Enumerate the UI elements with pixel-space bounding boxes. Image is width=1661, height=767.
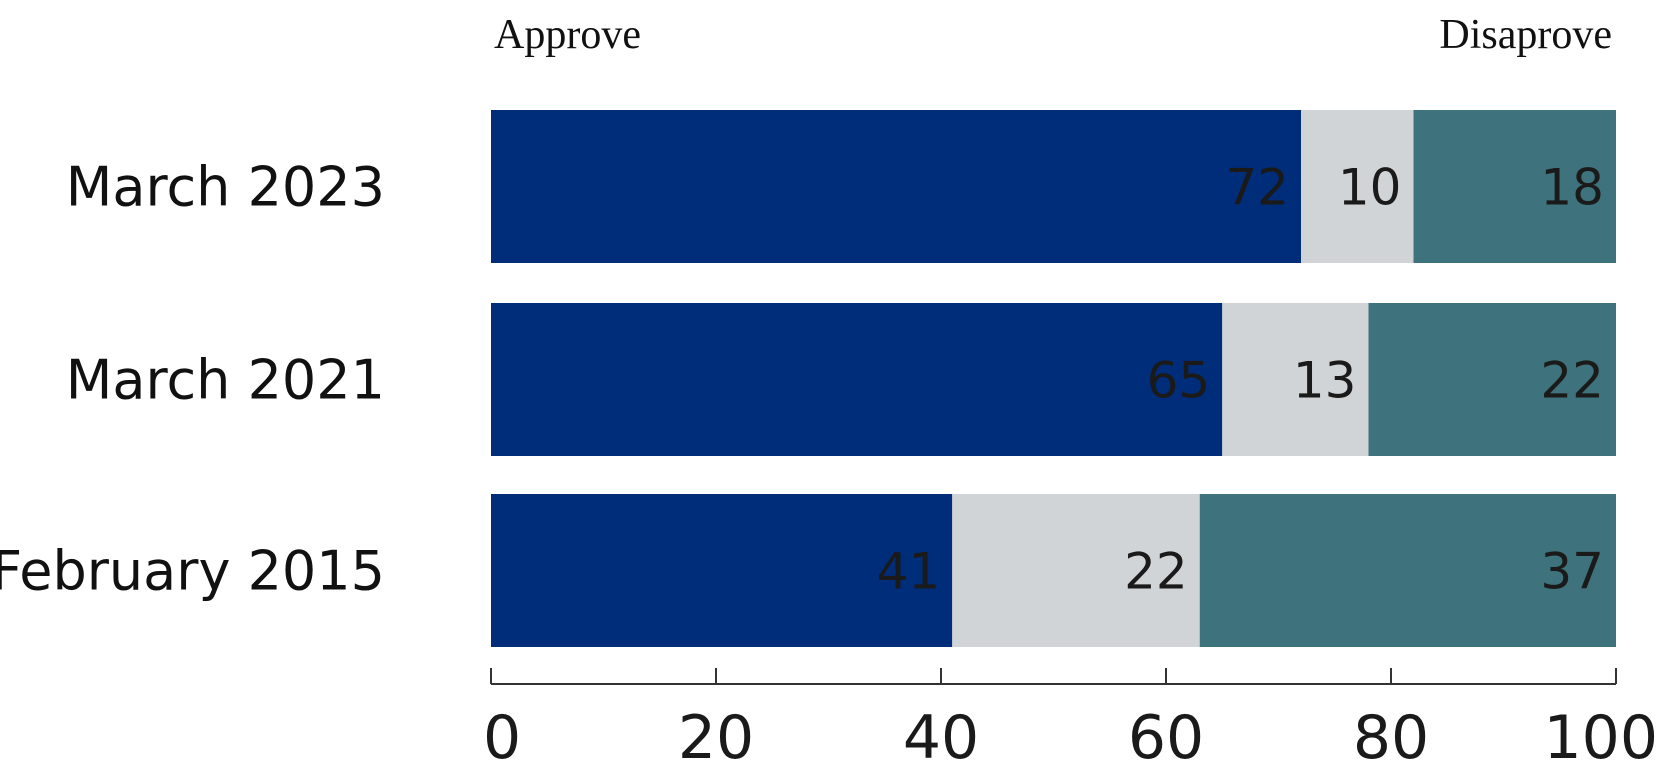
data-label-march-2023-2: 10 bbox=[1338, 159, 1402, 217]
x-tick-label-0: 0 bbox=[483, 703, 521, 767]
x-tick-label-20: 20 bbox=[678, 703, 754, 767]
bar-segment-march-2021-1 bbox=[491, 303, 1223, 456]
header-approve-label: Approve bbox=[494, 12, 641, 58]
bar-segment-february-2015-3 bbox=[1199, 494, 1616, 647]
x-tick-label-40: 40 bbox=[903, 703, 979, 767]
header-disapprove-label: Disaprove bbox=[1439, 12, 1612, 58]
bar-segment-march-2023-2 bbox=[1301, 110, 1414, 263]
data-label-march-2021-2: 13 bbox=[1293, 352, 1357, 410]
data-label-march-2021-1: 65 bbox=[1147, 352, 1211, 410]
data-label-march-2023-1: 72 bbox=[1225, 159, 1289, 217]
bar-segment-march-2023-1 bbox=[491, 110, 1301, 263]
x-tick-label-60: 60 bbox=[1128, 703, 1204, 767]
category-label-march-2023: March 2023 bbox=[66, 156, 385, 219]
bar-segment-february-2015-2 bbox=[952, 494, 1200, 647]
plot-area: March 2023 72 10 18 March 2021 65 13 22 February… bbox=[0, 110, 1616, 647]
data-label-february-2015-2: 22 bbox=[1124, 543, 1188, 601]
bar-segment-february-2015-1 bbox=[491, 494, 953, 647]
x-tick-label-100: 100 bbox=[1543, 703, 1658, 767]
bar-segment-march-2023-3 bbox=[1413, 110, 1616, 263]
bar-segment-march-2021-3 bbox=[1368, 303, 1616, 456]
x-axis: 0 20 40 60 80 100 bbox=[483, 668, 1658, 767]
data-label-march-2021-3: 22 bbox=[1540, 352, 1604, 410]
category-label-february-2015: February 2015 bbox=[0, 540, 385, 603]
data-label-march-2023-3: 18 bbox=[1540, 159, 1604, 217]
x-tick-label-80: 80 bbox=[1353, 703, 1429, 767]
bar-segment-march-2021-2 bbox=[1222, 303, 1369, 456]
category-label-march-2021: March 2021 bbox=[66, 349, 385, 412]
data-label-february-2015-3: 37 bbox=[1540, 543, 1604, 601]
data-label-february-2015-1: 41 bbox=[877, 543, 941, 601]
